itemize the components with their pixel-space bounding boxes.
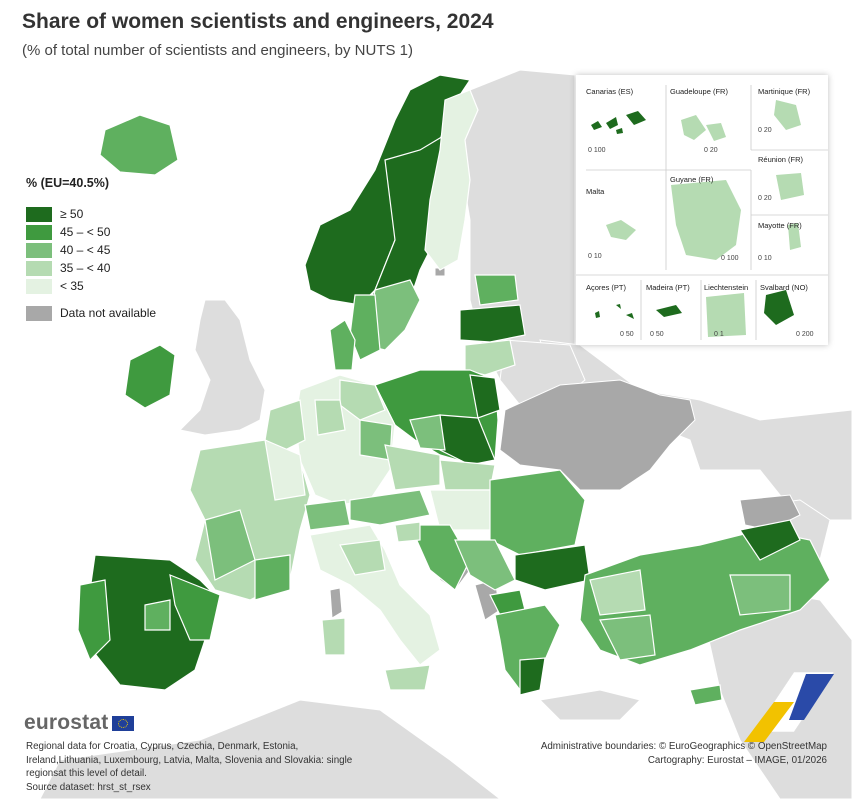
footnote-line: Regional data for Croatia, Cyprus, Czech… bbox=[26, 741, 299, 752]
legend-item: 45 – < 50 bbox=[26, 223, 156, 241]
scale-bar: 0 100 bbox=[721, 255, 739, 262]
scale-bar: 0 50 bbox=[650, 331, 664, 338]
legend-swatch bbox=[26, 260, 52, 276]
map-title: Share of women scientists and engineers,… bbox=[22, 10, 494, 33]
scale-bar: 0 200 bbox=[796, 331, 814, 338]
scale-bar: 0 20 bbox=[758, 127, 772, 134]
inset-label-madeira: Madeira (PT) bbox=[646, 283, 690, 292]
legend-item: ≥ 50 bbox=[26, 205, 156, 223]
legend-swatch bbox=[26, 224, 52, 240]
inset-label-mayotte: Mayotte (FR) bbox=[758, 221, 802, 230]
scale-bar: 0 20 bbox=[704, 147, 718, 154]
footnote-line: Ireland,Lithuania, Luxembourg, Latvia, M… bbox=[26, 754, 353, 766]
scale-bar: 0 10 bbox=[758, 255, 772, 262]
legend-label: ≥ 50 bbox=[60, 207, 84, 221]
inset-label-svalbard: Svalbard (NO) bbox=[760, 283, 808, 292]
legend-item: < 35 bbox=[26, 277, 156, 295]
legend-swatch bbox=[26, 206, 52, 222]
footnote: Regional data for Croatia, Cyprus, Czech… bbox=[26, 740, 366, 794]
source-line: Source dataset: hrst_st_rsex bbox=[26, 781, 151, 793]
map-subtitle: (% of total number of scientists and eng… bbox=[22, 42, 414, 59]
legend-item-na: Data not available bbox=[26, 304, 156, 322]
scale-bar: 0 10 bbox=[588, 253, 602, 260]
logo-text: eurostat bbox=[24, 711, 109, 734]
scale-bar: 0 100 bbox=[588, 147, 606, 154]
legend-label: 40 – < 45 bbox=[60, 243, 111, 257]
legend: % (EU=40.5%) ≥ 50 45 – < 50 40 – < 45 35… bbox=[26, 176, 156, 322]
brand-stripes-icon bbox=[744, 672, 834, 742]
credit-line: Administrative boundaries: © EuroGeograp… bbox=[540, 741, 827, 752]
footnote-line: regionsat this level of detail. bbox=[26, 768, 147, 779]
legend-swatch bbox=[26, 305, 52, 321]
black-sea bbox=[585, 500, 720, 560]
inset-islands-light bbox=[606, 100, 804, 337]
legend-label: 45 – < 50 bbox=[60, 225, 111, 239]
inset-label-guyane: Guyane (FR) bbox=[670, 175, 714, 184]
inset-label-reunion: Réunion (FR) bbox=[758, 155, 804, 164]
inset-label-acores: Açores (PT) bbox=[586, 283, 627, 292]
inset-label-canarias: Canarias (ES) bbox=[586, 87, 634, 96]
eurostat-logo: eurostat bbox=[24, 711, 135, 735]
inset-label-guadeloupe: Guadeloupe (FR) bbox=[670, 87, 728, 96]
legend-label: Data not available bbox=[60, 306, 157, 320]
credit-line: Cartography: Eurostat – IMAGE, 01/2026 bbox=[647, 754, 827, 766]
legend-swatch bbox=[26, 242, 52, 258]
credits: Administrative boundaries: © EuroGeograp… bbox=[541, 740, 827, 767]
legend-item: 35 – < 40 bbox=[26, 259, 156, 277]
legend-swatch bbox=[26, 278, 52, 294]
regions bbox=[77, 74, 831, 706]
inset-label-martinique: Martinique (FR) bbox=[758, 87, 811, 96]
legend-item: 40 – < 45 bbox=[26, 241, 156, 259]
scale-bar: 0 50 bbox=[620, 331, 634, 338]
inset-label-malta: Malta bbox=[586, 187, 605, 196]
legend-label: < 35 bbox=[60, 279, 84, 293]
inset-label-liechtenstein: Liechtenstein bbox=[704, 283, 749, 292]
eu-flag-icon bbox=[112, 715, 135, 731]
scale-bar: 0 1 bbox=[714, 331, 724, 338]
legend-title: % (EU=40.5%) bbox=[26, 176, 110, 190]
inset-grid bbox=[576, 85, 828, 340]
legend-label: 35 – < 40 bbox=[60, 261, 111, 275]
inset-panel: Canarias (ES) Guadeloupe (FR) Martinique… bbox=[576, 75, 828, 345]
inset-islands bbox=[591, 111, 794, 325]
scale-bar: 0 20 bbox=[758, 195, 772, 202]
